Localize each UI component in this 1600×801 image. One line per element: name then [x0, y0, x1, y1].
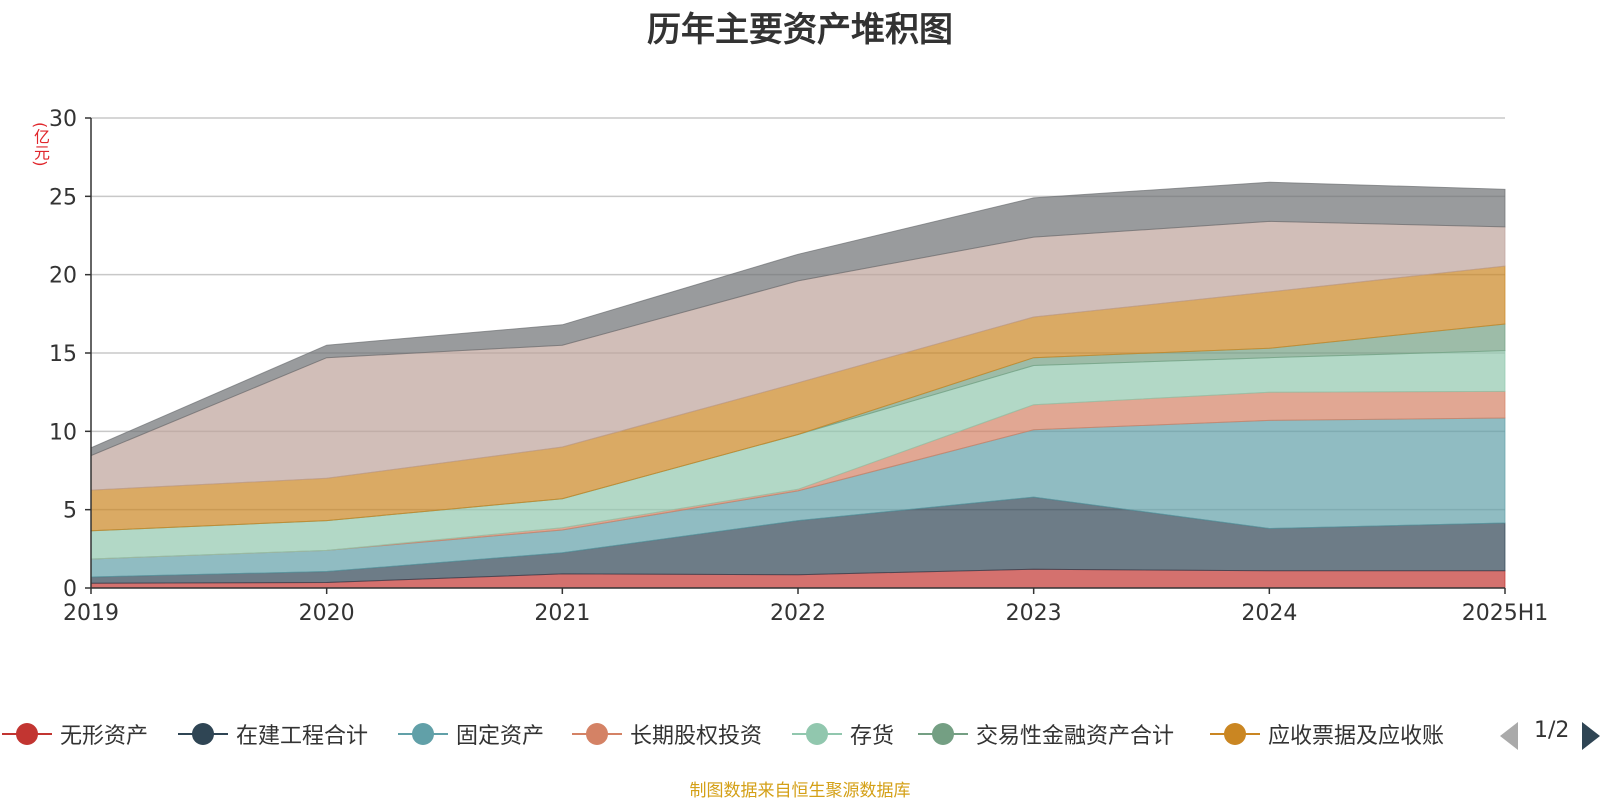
- legend-item[interactable]: 存货: [792, 716, 894, 752]
- legend-label: 无形资产: [60, 724, 149, 749]
- legend-marker-icon: [1210, 716, 1260, 752]
- area-series: [90, 181, 1506, 589]
- legend-pager: 1/2: [1500, 716, 1600, 752]
- area-series-9: [90, 181, 1506, 457]
- legend-next-page-icon[interactable]: [1582, 722, 1600, 750]
- legend: 无形资产 在建工程合计 固定资产 长期股权投资 存货 交易性金融资产合计 应收票据及应收账: [0, 716, 1600, 752]
- chart-title: 历年主要资产堆积图: [647, 10, 953, 50]
- legend-label: 固定资产: [456, 724, 545, 749]
- axes: 0 5 10 15 20 25 30 2019 2020 2021 2022 2023 2024 2025…: [49, 107, 1548, 626]
- legend-label: 存货: [850, 724, 895, 749]
- y-tick-label: 30: [49, 107, 77, 132]
- x-tick-label: 2020: [299, 601, 355, 626]
- legend-prev-page-icon[interactable]: [1500, 722, 1518, 750]
- y-tick-label: 5: [63, 499, 77, 524]
- legend-marker-icon: [572, 716, 622, 752]
- x-tick-label: 2022: [770, 601, 826, 626]
- y-tick-label: 0: [63, 577, 77, 602]
- legend-label: 在建工程合计: [236, 724, 369, 749]
- legend-marker-icon: [2, 716, 52, 752]
- y-tick-label: 25: [49, 185, 77, 210]
- x-tick-label: 2024: [1241, 601, 1297, 626]
- legend-item[interactable]: 应收票据及应收账: [1210, 716, 1444, 752]
- legend-label: 应收票据及应收账: [1268, 724, 1445, 749]
- legend-label: 长期股权投资: [630, 724, 763, 749]
- x-tick-label: 2023: [1006, 601, 1062, 626]
- x-tick-label: 2019: [63, 601, 119, 626]
- legend-item[interactable]: 无形资产: [2, 716, 148, 752]
- legend-item[interactable]: 交易性金融资产合计: [918, 716, 1174, 752]
- legend-item[interactable]: 长期股权投资: [572, 716, 762, 752]
- legend-marker-icon: [398, 716, 448, 752]
- y-tick-label: 15: [49, 342, 77, 367]
- stacked-area-chart: 0 5 10 15 20 25 30 2019 2020 2021 2022 2023 2024 2025…: [49, 107, 1548, 626]
- legend-item[interactable]: 在建工程合计: [178, 716, 368, 752]
- legend-marker-icon: [918, 716, 968, 752]
- legend-marker-icon: [792, 716, 842, 752]
- y-tick-label: 20: [49, 264, 77, 289]
- y-tick-label: 10: [49, 420, 77, 445]
- data-source-note: 制图数据来自恒生聚源数据库: [689, 781, 911, 801]
- legend-item[interactable]: 固定资产: [398, 716, 544, 752]
- legend-page-indicator: 1/2: [1534, 718, 1570, 743]
- legend-marker-icon: [178, 716, 228, 752]
- x-tick-label: 2021: [534, 601, 590, 626]
- legend-label: 交易性金融资产合计: [976, 724, 1175, 749]
- y-axis-unit-label: (亿元): [31, 122, 50, 167]
- x-tick-label: 2025H1: [1462, 601, 1549, 626]
